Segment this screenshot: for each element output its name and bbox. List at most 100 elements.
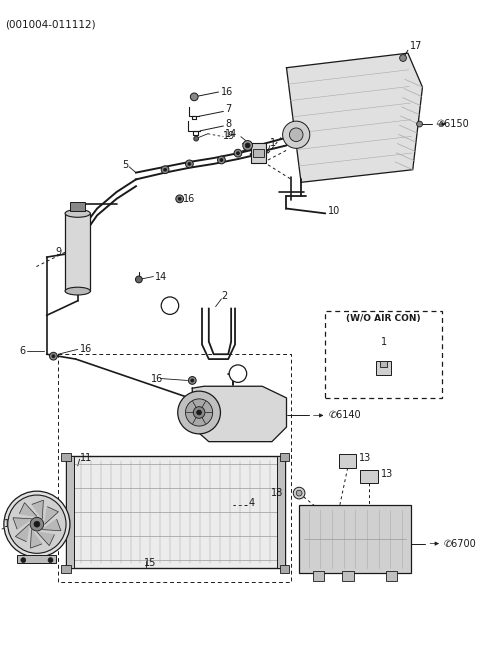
Bar	[66, 456, 74, 568]
Bar	[70, 202, 85, 211]
Circle shape	[189, 377, 196, 384]
Circle shape	[243, 140, 252, 150]
Bar	[312, 571, 324, 581]
Bar	[252, 150, 264, 157]
Bar	[66, 456, 285, 568]
Circle shape	[178, 197, 181, 200]
Polygon shape	[15, 524, 29, 542]
Circle shape	[400, 54, 407, 62]
Bar	[325, 310, 442, 398]
Bar	[61, 565, 71, 573]
Circle shape	[8, 495, 66, 553]
Text: 4: 4	[249, 498, 255, 508]
Circle shape	[164, 168, 167, 171]
Bar	[277, 456, 285, 568]
Polygon shape	[32, 501, 43, 519]
Circle shape	[49, 352, 57, 360]
Circle shape	[283, 121, 310, 148]
Circle shape	[234, 150, 242, 157]
Bar	[251, 144, 266, 163]
Text: 16: 16	[151, 373, 163, 384]
Text: ✆6700: ✆6700	[444, 539, 477, 548]
Circle shape	[289, 128, 303, 142]
Ellipse shape	[65, 209, 90, 217]
Text: 17: 17	[410, 41, 422, 51]
Circle shape	[245, 143, 250, 148]
Text: 11: 11	[80, 453, 92, 463]
Text: A: A	[235, 369, 241, 378]
Circle shape	[191, 379, 194, 382]
Circle shape	[217, 156, 225, 164]
Text: 9: 9	[55, 247, 61, 257]
Text: 10: 10	[328, 207, 340, 216]
Polygon shape	[192, 386, 287, 441]
Circle shape	[21, 558, 26, 563]
Polygon shape	[31, 529, 42, 548]
Polygon shape	[42, 520, 61, 531]
Bar	[280, 565, 289, 573]
Circle shape	[296, 490, 302, 496]
Bar	[17, 555, 56, 563]
Bar	[299, 504, 411, 573]
Circle shape	[185, 160, 193, 168]
Circle shape	[188, 163, 191, 165]
Bar	[385, 571, 397, 581]
Text: 1: 1	[270, 138, 276, 148]
Circle shape	[161, 297, 179, 314]
Circle shape	[193, 407, 205, 419]
Circle shape	[161, 166, 169, 174]
Text: 16: 16	[220, 87, 233, 97]
Text: 6: 6	[19, 346, 25, 356]
Text: 5: 5	[122, 160, 128, 170]
Circle shape	[237, 152, 240, 155]
Polygon shape	[37, 532, 54, 546]
Text: 12: 12	[4, 519, 16, 529]
Circle shape	[229, 365, 247, 382]
Circle shape	[4, 491, 70, 557]
Text: 2: 2	[221, 291, 228, 301]
Polygon shape	[287, 53, 422, 182]
Text: 13: 13	[381, 468, 393, 479]
Text: 16: 16	[241, 143, 253, 154]
Bar	[65, 213, 90, 291]
Bar	[280, 453, 289, 461]
Text: A: A	[167, 301, 173, 310]
Bar	[342, 571, 353, 581]
Circle shape	[417, 121, 422, 127]
Circle shape	[197, 410, 202, 415]
Text: 8: 8	[225, 119, 231, 129]
Text: 19: 19	[223, 131, 235, 140]
Text: 14: 14	[156, 272, 168, 281]
Bar	[376, 361, 391, 375]
Text: 16: 16	[80, 344, 92, 354]
Circle shape	[176, 195, 183, 203]
Circle shape	[185, 399, 213, 426]
Text: 16: 16	[182, 194, 195, 204]
Circle shape	[178, 391, 220, 434]
Bar	[339, 454, 357, 468]
Bar	[380, 361, 387, 367]
Circle shape	[194, 136, 199, 141]
Circle shape	[191, 93, 198, 101]
Polygon shape	[13, 518, 31, 529]
Text: 1: 1	[381, 337, 387, 346]
Text: ✆6150: ✆6150	[437, 119, 470, 129]
Text: 14: 14	[225, 129, 238, 139]
Text: 13: 13	[360, 453, 372, 463]
Text: 15: 15	[144, 558, 156, 568]
Circle shape	[30, 518, 44, 531]
Polygon shape	[20, 502, 37, 516]
Text: (001004-011112): (001004-011112)	[5, 19, 96, 29]
Text: ✆6140: ✆6140	[328, 411, 361, 420]
Circle shape	[293, 487, 305, 499]
Text: (W/O AIR CON): (W/O AIR CON)	[346, 314, 421, 323]
Circle shape	[48, 558, 53, 563]
Circle shape	[52, 355, 55, 358]
Text: 18: 18	[271, 488, 284, 498]
Bar	[360, 470, 378, 483]
Circle shape	[135, 276, 142, 283]
Polygon shape	[45, 506, 59, 524]
Circle shape	[34, 522, 40, 527]
Ellipse shape	[65, 287, 90, 295]
Text: 7: 7	[225, 104, 231, 115]
